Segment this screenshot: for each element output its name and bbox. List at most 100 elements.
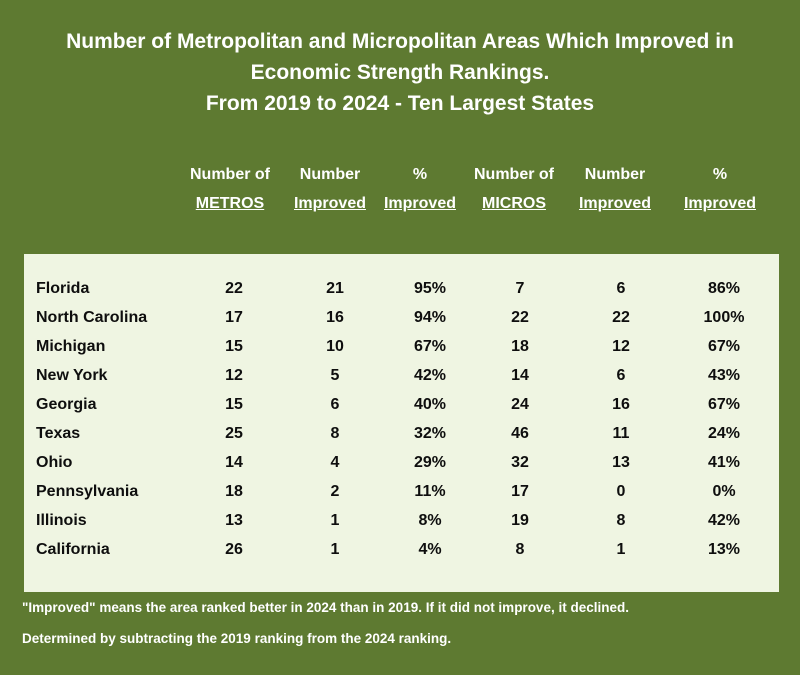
chart-title: Number of Metropolitan and Micropolitan … [0, 26, 800, 119]
micros-improved: 8 [616, 512, 626, 529]
metros-pct: 29% [413, 454, 447, 471]
metros-improved: 2 [330, 483, 340, 500]
micros-count: 22 [511, 309, 529, 326]
header-micros-pct-line1: % [712, 166, 728, 183]
header-micros-improved: Number Improved [565, 160, 665, 218]
metros-pct: 32% [413, 425, 447, 442]
state-name: Ohio [36, 454, 73, 471]
micros-pct: 43% [707, 367, 741, 384]
micros-pct: 41% [707, 454, 741, 471]
header-metros-line2: METROS [195, 195, 265, 212]
title-line-3: From 2019 to 2024 - Ten Largest States [205, 92, 595, 115]
header-metros-pct: % Improved [370, 160, 470, 218]
header-micros-pct-line2: Improved [683, 195, 756, 212]
micros-count: 32 [511, 454, 529, 471]
header-metros-pct-line1: % [412, 166, 428, 183]
state-name: Illinois [36, 512, 87, 529]
micros-count: 46 [511, 425, 529, 442]
header-metros: Number of METROS [180, 160, 280, 218]
micros-pct: 24% [707, 425, 741, 442]
micros-count: 19 [511, 512, 529, 529]
micros-count: 14 [511, 367, 529, 384]
micros-count: 8 [515, 541, 525, 558]
metros-improved: 4 [330, 454, 340, 471]
metros-pct: 94% [413, 309, 447, 326]
micros-improved: 16 [612, 396, 630, 413]
metros-pct: 67% [413, 338, 447, 355]
table-row: Texas 25 8 32% 46 11 24% [24, 419, 779, 448]
title-line-1: Number of Metropolitan and Micropolitan … [66, 30, 734, 53]
micros-pct: 13% [707, 541, 741, 558]
metros-count: 15 [225, 338, 243, 355]
state-name: North Carolina [36, 309, 148, 326]
footnote-method: Determined by subtracting the 2019 ranki… [22, 631, 452, 646]
metros-count: 18 [225, 483, 243, 500]
metros-count: 13 [225, 512, 243, 529]
table-row: Georgia 15 6 40% 24 16 67% [24, 390, 779, 419]
table-row: Michigan 15 10 67% 18 12 67% [24, 332, 779, 361]
header-micros-pct: % Improved [670, 160, 770, 218]
table-row: Florida 22 21 95% 7 6 86% [24, 274, 779, 303]
state-name: California [36, 541, 110, 558]
state-name: Texas [36, 425, 81, 442]
micros-pct: 86% [707, 280, 741, 297]
table-row: California 26 1 4% 8 1 13% [24, 535, 779, 564]
state-name: Florida [36, 280, 90, 297]
header-micros-improved-line1: Number [584, 166, 646, 183]
metros-count: 25 [225, 425, 243, 442]
state-name: Michigan [36, 338, 106, 355]
metros-improved: 1 [330, 541, 340, 558]
state-name: New York [36, 367, 108, 384]
header-micros-line2: MICROS [482, 195, 546, 212]
data-table-panel: Florida 22 21 95% 7 6 86% North Carolina… [24, 254, 779, 592]
header-micros: Number of MICROS [464, 160, 564, 218]
metros-count: 26 [225, 541, 243, 558]
metros-pct: 42% [413, 367, 447, 384]
state-name: Pennsylvania [36, 483, 139, 500]
table-row: New York 12 5 42% 14 6 43% [24, 361, 779, 390]
micros-count: 24 [511, 396, 529, 413]
table-row: Pennsylvania 18 2 11% 17 0 0% [24, 477, 779, 506]
header-metros-improved-line1: Number [299, 166, 361, 183]
metros-count: 12 [225, 367, 243, 384]
metros-count: 22 [225, 280, 243, 297]
micros-improved: 13 [612, 454, 630, 471]
metros-improved: 10 [326, 338, 344, 355]
table-row: Illinois 13 1 8% 19 8 42% [24, 506, 779, 535]
header-micros-improved-line2: Improved [578, 195, 651, 212]
table-row: North Carolina 17 16 94% 22 22 100% [24, 303, 779, 332]
micros-count: 17 [511, 483, 529, 500]
metros-count: 15 [225, 396, 243, 413]
header-metros-improved: Number Improved [280, 160, 380, 218]
metros-pct: 11% [414, 483, 446, 500]
micros-pct: 100% [703, 309, 745, 326]
metros-improved: 16 [326, 309, 344, 326]
micros-pct: 67% [707, 396, 741, 413]
micros-count: 7 [515, 280, 525, 297]
micros-improved: 0 [616, 483, 626, 500]
micros-improved: 11 [612, 425, 630, 442]
header-metros-pct-line2: Improved [383, 195, 456, 212]
micros-pct: 67% [707, 338, 741, 355]
metros-improved: 5 [330, 367, 340, 384]
metros-improved: 8 [330, 425, 340, 442]
metros-pct: 8% [418, 512, 442, 529]
micros-pct: 0% [712, 483, 736, 500]
micros-improved: 6 [616, 280, 626, 297]
micros-improved: 12 [612, 338, 630, 355]
micros-count: 18 [511, 338, 529, 355]
metros-pct: 95% [413, 280, 447, 297]
micros-pct: 42% [707, 512, 741, 529]
title-line-2: Economic Strength Rankings. [250, 61, 550, 84]
header-metros-line1: Number of [190, 166, 270, 183]
header-micros-line1: Number of [474, 166, 554, 183]
footnote-improved-definition: "Improved" means the area ranked better … [22, 600, 629, 615]
metros-pct: 4% [418, 541, 442, 558]
micros-improved: 22 [612, 309, 630, 326]
metros-count: 17 [225, 309, 243, 326]
metros-improved: 1 [330, 512, 340, 529]
state-name: Georgia [36, 396, 97, 413]
header-metros-improved-line2: Improved [293, 195, 366, 212]
metros-improved: 21 [326, 280, 344, 297]
column-headers: Number of METROS Number Improved % Impro… [0, 160, 800, 220]
